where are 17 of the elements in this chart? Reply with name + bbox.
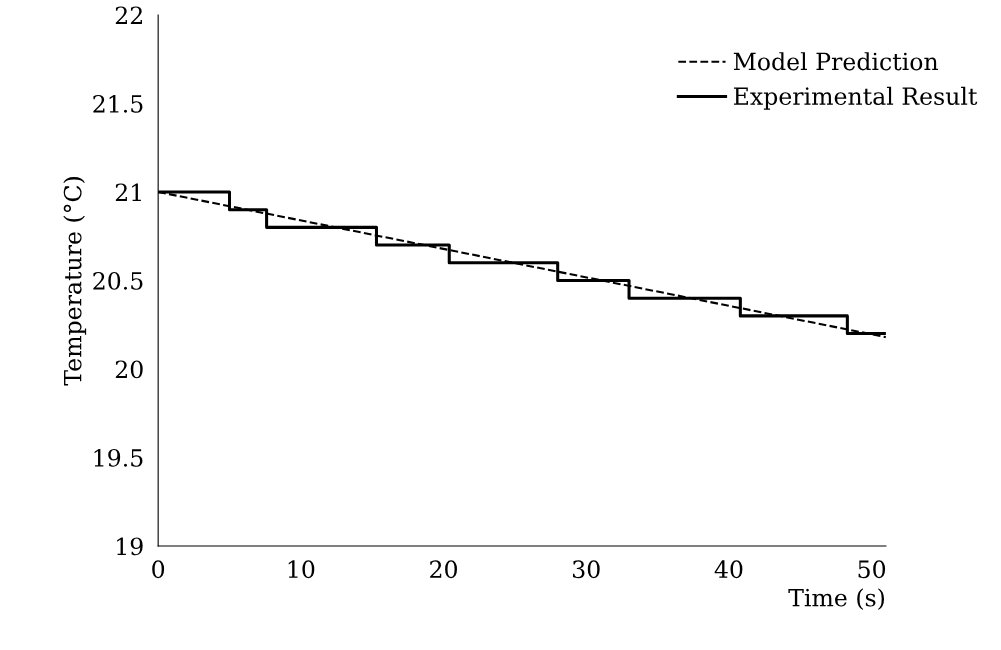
legend-label: Experimental Result [733, 86, 978, 110]
x-tick-label: 40 [714, 560, 743, 579]
y-tick-label: 19 [117, 537, 143, 556]
y-tick-label: 21 [115, 183, 141, 201]
x-tick-label: 10 [288, 560, 315, 579]
y-tick-label: 21.5 [93, 94, 143, 113]
x-tick-label: 20 [430, 560, 457, 579]
x-tick-label: 30 [573, 560, 600, 579]
y-axis-title: Temperature (°C) [63, 177, 87, 386]
x-tick-label: 0 [152, 560, 165, 579]
y-tick-label: 22 [115, 6, 142, 24]
x-tick-label: 50 [858, 560, 886, 579]
y-tick-label: 19.5 [94, 448, 143, 467]
y-tick-label: 20.5 [93, 271, 143, 290]
x-axis-title: Time (s) [788, 588, 885, 610]
legend-label: Model Prediction [733, 52, 939, 71]
y-tick-label: 20 [115, 360, 143, 379]
